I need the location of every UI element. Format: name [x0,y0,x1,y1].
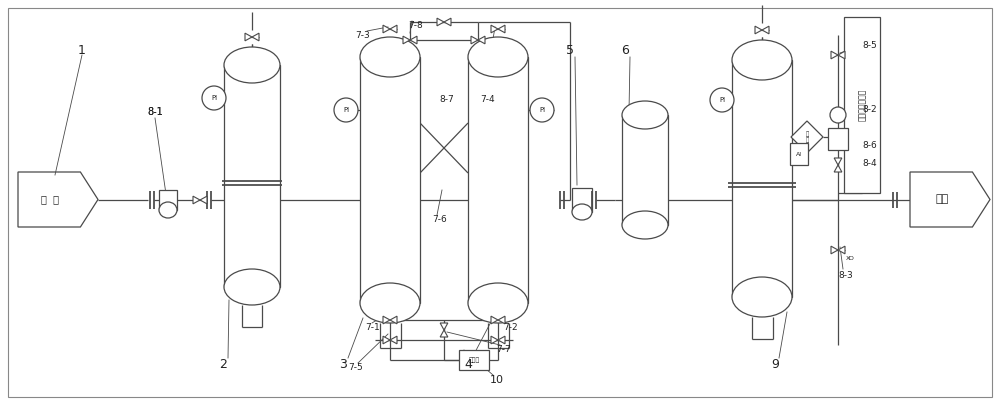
Text: 8-7: 8-7 [439,96,454,104]
Text: PI: PI [539,107,545,113]
Polygon shape [471,36,478,44]
Text: 8-1: 8-1 [147,107,163,117]
Polygon shape [791,121,823,153]
Polygon shape [252,33,259,41]
Polygon shape [383,25,390,33]
Polygon shape [403,36,410,44]
Text: 2: 2 [219,358,227,371]
Text: 不合格氮气排放: 不合格氮气排放 [858,89,866,121]
Text: AI: AI [796,151,802,156]
Bar [159,190,177,210]
Ellipse shape [622,101,668,129]
Text: 8-3: 8-3 [838,271,853,279]
Polygon shape [498,336,505,344]
Polygon shape [491,25,498,33]
Polygon shape [18,172,98,227]
Polygon shape [910,172,990,227]
Text: 氮气: 氮气 [935,194,949,205]
Ellipse shape [732,40,792,80]
Text: PI: PI [343,107,349,113]
Polygon shape [478,36,485,44]
Polygon shape [834,158,842,165]
Text: 9: 9 [771,358,779,371]
Polygon shape [390,25,397,33]
Polygon shape [838,246,845,254]
Ellipse shape [732,277,792,317]
Polygon shape [440,323,448,330]
Bar [468,57,528,303]
Bar [360,57,420,303]
Bar [572,188,592,212]
Text: 8-4: 8-4 [862,158,877,168]
Polygon shape [245,33,252,41]
Bar [844,17,880,193]
Bar [790,143,808,165]
Polygon shape [440,330,448,337]
Ellipse shape [159,202,177,218]
Text: 8-2: 8-2 [862,105,877,115]
Polygon shape [755,26,762,34]
Ellipse shape [468,283,528,323]
Polygon shape [498,316,505,324]
Text: 7-6: 7-6 [432,215,447,224]
Polygon shape [498,25,505,33]
Ellipse shape [224,269,280,305]
Circle shape [710,88,734,112]
Circle shape [530,98,554,122]
Polygon shape [200,196,207,204]
Bar [459,350,489,370]
Circle shape [334,98,358,122]
Polygon shape [383,336,390,344]
Text: 6: 6 [621,43,629,57]
Ellipse shape [468,37,528,77]
Text: 7-7: 7-7 [496,345,511,354]
Polygon shape [390,336,397,344]
Text: 消声器: 消声器 [468,357,480,363]
Polygon shape [491,316,498,324]
Text: 7-8: 7-8 [408,21,423,30]
Polygon shape [390,316,397,324]
Polygon shape [834,165,842,172]
Text: 7-3: 7-3 [355,30,370,40]
Bar [622,115,668,225]
Text: 7-2: 7-2 [503,322,518,332]
Text: 4: 4 [464,358,472,371]
Polygon shape [762,26,769,34]
Text: 8-1: 8-1 [147,107,163,117]
Polygon shape [193,196,200,204]
Ellipse shape [360,283,420,323]
Bar [224,65,280,287]
Circle shape [830,107,846,123]
Text: XO: XO [846,256,855,261]
Polygon shape [838,51,845,59]
Polygon shape [831,51,838,59]
Polygon shape [410,36,417,44]
Text: 3: 3 [339,358,347,371]
Ellipse shape [224,47,280,83]
Polygon shape [491,336,498,344]
Text: 氧
分: 氧 分 [805,131,809,143]
Text: PI: PI [211,95,217,101]
Text: 7-4: 7-4 [480,96,495,104]
Text: PI: PI [719,97,725,103]
Text: 气  源: 气 源 [41,194,59,205]
Text: 5: 5 [566,43,574,57]
Text: 7-1: 7-1 [365,322,380,332]
Polygon shape [444,18,451,26]
Polygon shape [831,246,838,254]
Ellipse shape [360,37,420,77]
Text: 7-5: 7-5 [348,362,363,371]
Bar [828,128,848,150]
Polygon shape [383,316,390,324]
Text: 8-5: 8-5 [862,40,877,49]
Ellipse shape [622,211,668,239]
Polygon shape [437,18,444,26]
Text: 8-6: 8-6 [862,141,877,149]
Ellipse shape [572,204,592,220]
Bar [732,60,792,297]
Text: 10: 10 [490,375,504,385]
Circle shape [202,86,226,110]
Text: 1: 1 [78,43,86,57]
